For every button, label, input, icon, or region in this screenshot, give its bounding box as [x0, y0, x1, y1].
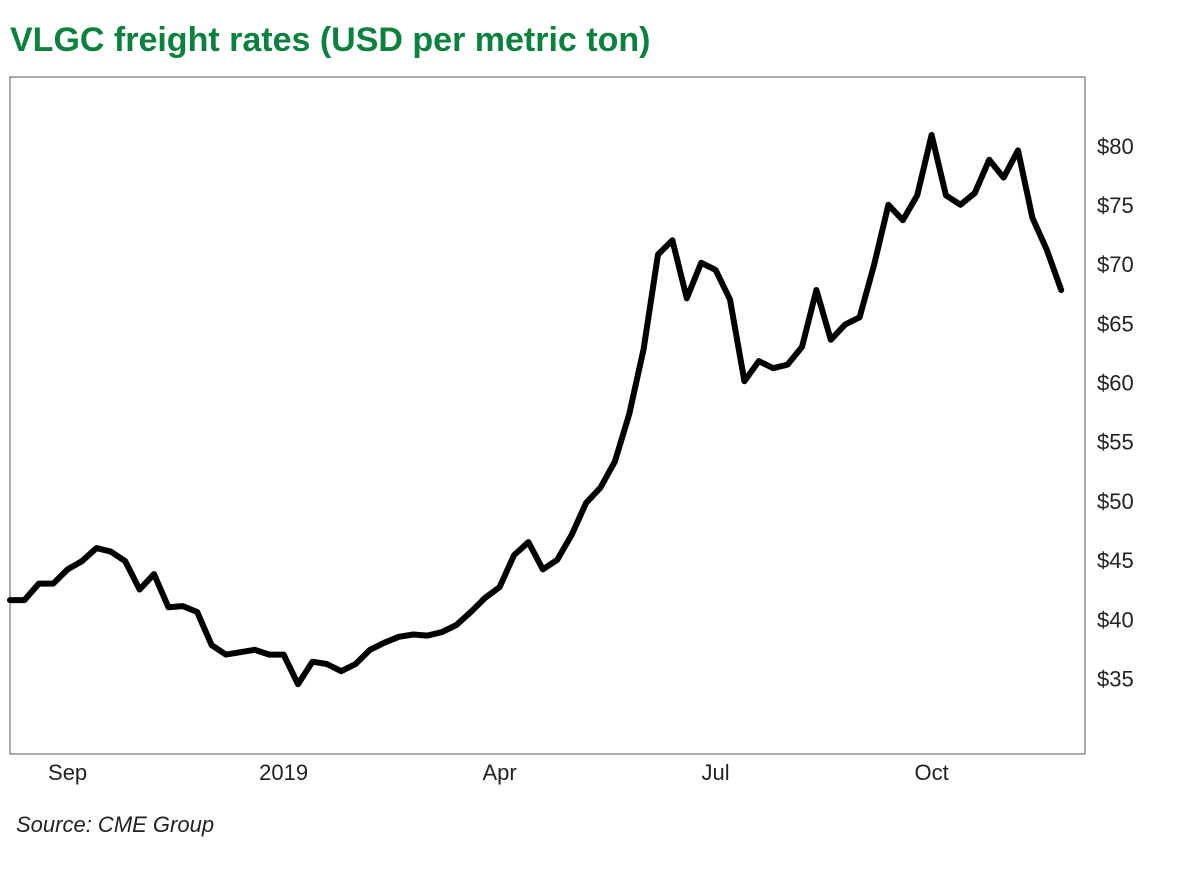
x-tick-label: 2019: [259, 760, 308, 785]
source-note: Source: CME Group: [16, 812, 214, 837]
y-tick-label: $55: [1097, 430, 1134, 455]
y-tick-label: $45: [1097, 548, 1134, 573]
y-tick-label: $65: [1097, 311, 1134, 336]
x-tick-label: Sep: [48, 760, 87, 785]
y-tick-label: $60: [1097, 371, 1134, 396]
y-tick-label: $50: [1097, 489, 1134, 514]
line-series: [7, 132, 1065, 688]
x-tick-label: Oct: [914, 760, 948, 785]
y-tick-label: $40: [1097, 607, 1134, 632]
y-tick-label: $80: [1097, 134, 1134, 159]
y-tick-label: $35: [1097, 666, 1134, 691]
plot-frame: [9, 76, 1086, 755]
x-tick-label: Apr: [482, 760, 516, 785]
x-tick-label: Jul: [702, 760, 730, 785]
chart-title: VLGC freight rates (USD per metric ton): [10, 21, 650, 59]
y-tick-label: $70: [1097, 252, 1134, 277]
y-tick-label: $75: [1097, 193, 1134, 218]
